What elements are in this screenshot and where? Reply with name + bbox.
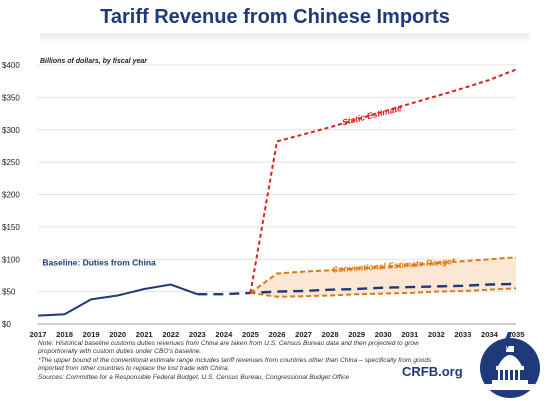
conventional-range-band [250, 257, 516, 297]
baseline-series-line [37, 283, 198, 317]
y-tick-label: $250 [2, 158, 20, 167]
x-tick-label: 2032 [428, 330, 445, 339]
page-title: Tariff Revenue from Chinese Imports [100, 6, 450, 28]
x-tick-label: 2017 [30, 330, 47, 339]
x-tick-label: 2028 [322, 330, 339, 339]
x-tick-label: 2034 [481, 330, 499, 339]
chart-area: $0 $50 $100 $150 $200 $250 $300 $350 $400 2017 201… [2, 58, 526, 339]
y-tick-label: $300 [2, 126, 20, 135]
x-tick-label: 2020 [109, 330, 126, 339]
annotation-label: Static Estimate [341, 103, 403, 128]
capitol-dome-logo [480, 332, 540, 398]
y-tick-label: $150 [2, 223, 20, 232]
title-underline-bar [40, 33, 530, 43]
x-tick-label: 2029 [348, 330, 365, 339]
y-tick-label: $100 [2, 255, 20, 264]
x-tick-label: 2027 [295, 330, 312, 339]
conventional-upper-line [249, 256, 517, 294]
logo-text: CRFB.org [402, 364, 463, 379]
x-tick-label: 2024 [215, 330, 233, 339]
y-tick-label: $350 [2, 93, 20, 102]
y-tick-label: $200 [2, 191, 20, 200]
footnotes: Note: Historical baseline customs duties… [38, 340, 438, 382]
y-tick-label: $50 [2, 288, 16, 297]
x-tick-label: 2025 [242, 330, 260, 339]
x-tick-label: 2018 [56, 330, 73, 339]
x-tick-label: 2026 [269, 330, 286, 339]
series-annotation: Baseline: Duties from China [42, 258, 156, 268]
note-upper-bound: *The upper bound of the conventional est… [38, 356, 432, 373]
y-tick-label: $400 [2, 61, 20, 70]
x-tick-label: 2033 [454, 330, 471, 339]
x-tick-label: 2031 [401, 330, 419, 339]
x-tick-label: 2023 [189, 330, 206, 339]
x-tick-label: 2030 [375, 330, 392, 339]
y-tick-label: $0 [2, 320, 11, 329]
annotation-label: Baseline: Duties from China [42, 258, 156, 268]
note-baseline: Note: Historical baseline customs duties… [38, 340, 419, 356]
x-tick-label: 2019 [83, 330, 100, 339]
x-tick-label: 2022 [162, 330, 179, 339]
series-annotation: Static Estimate [341, 103, 403, 128]
note-sources: Sources: Committee for a Responsible Fed… [38, 373, 350, 381]
y-unit-label: Billions of dollars, by fiscal year [40, 58, 148, 65]
x-tick-label: 2035 [508, 330, 526, 339]
conventional-lower-line [250, 287, 517, 298]
x-tick-label: 2021 [136, 330, 154, 339]
